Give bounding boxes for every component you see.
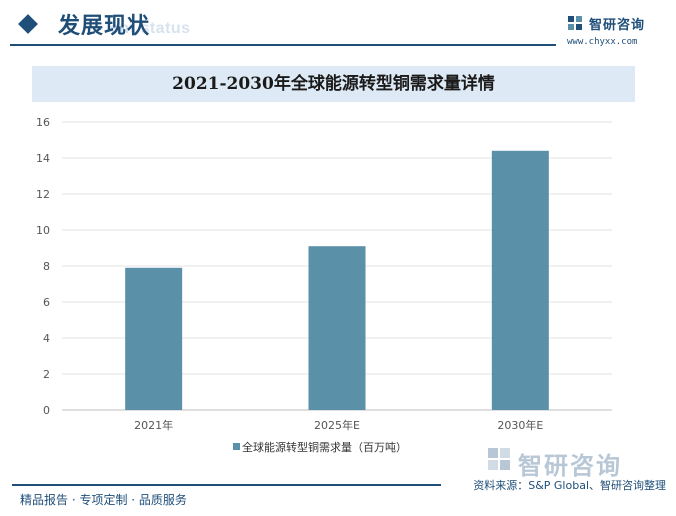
source-note: 资料来源：S&P Global、智研咨询整理 (473, 479, 666, 492)
footer-divider (12, 484, 441, 486)
chart-title: 2021-2030年全球能源转型铜需求量详情 (172, 74, 495, 94)
bar (125, 267, 183, 410)
legend-label: 全球能源转型铜需求量（百万吨） (242, 440, 407, 454)
logo-url: www.chyxx.com (567, 37, 638, 47)
brand-logo: 智研咨询 www.chyxx.com (567, 14, 671, 48)
y-tick-label: 4 (43, 332, 50, 345)
y-tick-label: 2 (43, 368, 50, 381)
logo-name: 智研咨询 (589, 18, 646, 33)
x-tick-label: 2025年E (314, 418, 360, 432)
y-tick-label: 14 (36, 152, 50, 165)
footer-slogan: 精品报告 · 专项定制 · 品质服务 (20, 493, 187, 507)
legend-swatch (233, 443, 240, 450)
watermark-logo: 智研咨询 (486, 446, 666, 480)
chyxx-watermark-icon (488, 448, 510, 470)
bar (308, 246, 366, 410)
y-tick-label: 0 (43, 404, 50, 417)
watermark-logo-text: 智研咨询 (518, 452, 622, 480)
y-tick-label: 12 (36, 188, 50, 201)
bar (491, 150, 549, 411)
page-header: ent status 发展现状 智研咨询 www.chyxx.com (0, 0, 676, 50)
chart-title-bar: 2021-2030年全球能源转型铜需求量详情 (32, 66, 635, 102)
y-tick-label: 6 (43, 296, 50, 309)
y-tick-label: 16 (36, 116, 50, 129)
diamond-icon (18, 14, 38, 34)
y-tick-label: 8 (43, 260, 50, 273)
chyxx-logo-icon (568, 16, 582, 30)
x-tick-label: 2021年 (134, 418, 173, 432)
bar-chart: 0 2 4 6 8 10 12 14 16 2021年 2025年E 2030年E 全球能源转型铜需求量… (36, 116, 612, 454)
header-divider (10, 44, 556, 46)
y-tick-label: 10 (36, 224, 50, 237)
section-subtitle: ent status (110, 20, 191, 37)
section-title: 发展现状 (58, 13, 151, 39)
x-tick-label: 2030年E (497, 418, 543, 432)
